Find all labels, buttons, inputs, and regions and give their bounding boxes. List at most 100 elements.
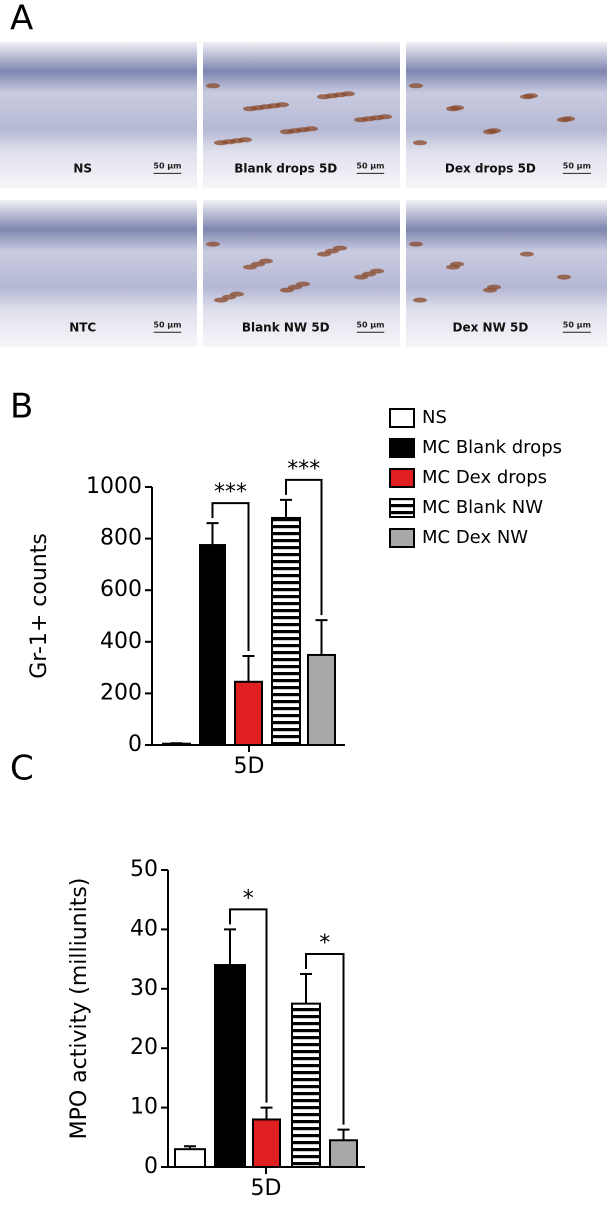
scale-label: 50 µm [356, 320, 384, 329]
stain [238, 137, 252, 143]
micrographs: NS 50 µm Blank drops 5D 50 µm Dex drops 5D 50… [0, 42, 607, 347]
error-bar [280, 498, 292, 518]
scale-label: 50 µm [563, 320, 591, 329]
error-bar [184, 1145, 196, 1150]
y-tick-label: 40 [130, 916, 158, 941]
micrograph-label: Dex NW 5D [453, 320, 529, 334]
stain [370, 268, 384, 274]
stain [450, 105, 464, 111]
panel-label: A [10, 0, 33, 39]
bar [252, 1118, 281, 1168]
legend-swatch [389, 528, 415, 548]
legend-label: NS [422, 407, 447, 428]
stain [341, 91, 355, 97]
error-bar [337, 1128, 350, 1141]
micrograph-label: Dex drops 5D [445, 162, 536, 176]
significance-label: *** [214, 480, 247, 505]
micrograph-image [0, 200, 197, 347]
significance-label: *** [287, 457, 320, 482]
y-tick-label: 800 [100, 526, 142, 551]
y-tick-label: 30 [130, 976, 158, 1001]
stain [333, 245, 347, 251]
x-tick-label: 5D [234, 754, 265, 779]
micrograph-label: NTC [69, 320, 96, 334]
micrograph-image [0, 42, 197, 188]
x-tick-label: 5D [251, 1176, 282, 1201]
stain [206, 241, 220, 247]
stain [557, 274, 571, 280]
stain [275, 102, 289, 108]
stain [413, 297, 427, 303]
stain [206, 83, 220, 89]
micrograph: NTC 50 µm [0, 200, 197, 347]
micrograph-label: NS [73, 162, 92, 176]
micrograph-image [406, 200, 607, 347]
micrograph: Dex NW 5D 50 µm [406, 200, 607, 347]
stain [520, 251, 534, 257]
significance-bracket [305, 952, 345, 1125]
micrograph: NS 50 µm [0, 42, 197, 188]
scale-label: 50 µm [153, 162, 181, 171]
legend-label: MC Dex drops [422, 467, 547, 488]
stain [524, 93, 538, 99]
stain [409, 83, 423, 89]
significance-bracket [229, 908, 268, 1103]
y-axis-label: MPO activity (milliunits) [67, 878, 92, 1140]
stain [378, 114, 392, 120]
y-axis-label: Gr-1+ counts [27, 533, 52, 679]
significance-label: * [243, 886, 254, 911]
y-tick-label: 600 [100, 577, 142, 602]
panel-label: B [10, 387, 33, 427]
bar [174, 1148, 206, 1169]
y-tick-label: 200 [100, 680, 142, 705]
stain [413, 140, 427, 146]
scale-label: 50 µm [356, 162, 384, 171]
stain [487, 284, 501, 290]
panel-label: C [10, 749, 34, 789]
error-bar [300, 972, 312, 1004]
legend-swatch [389, 438, 415, 458]
stain [304, 126, 318, 132]
significance-bracket [285, 478, 323, 616]
micrograph-image [406, 42, 607, 188]
stain [296, 281, 310, 287]
y-tick-label: 50 [130, 857, 158, 882]
stain [230, 291, 244, 297]
bar [234, 680, 263, 746]
bar [329, 1139, 358, 1169]
error-bar [242, 654, 255, 682]
scale-label: 50 µm [563, 162, 591, 171]
micrograph: Dex drops 5D 50 µm [406, 42, 607, 188]
legend-swatch [389, 408, 415, 428]
micrograph-label: Blank NW 5D [242, 320, 330, 334]
y-tick-label: 0 [144, 1154, 158, 1179]
legend-label: MC Dex NW [422, 527, 528, 548]
bar [214, 964, 246, 1168]
error-bar [260, 1106, 273, 1120]
error-bar [170, 742, 183, 745]
stain [450, 261, 464, 267]
legend-swatch [389, 498, 415, 518]
bar [271, 516, 301, 747]
significance-label: * [319, 931, 330, 956]
significance-bracket [211, 502, 250, 651]
bar [199, 544, 226, 746]
error-bar [206, 522, 219, 546]
bar-chart: 0 200 400 600 800 1000 5D Gr-1+ counts *** *** NS M… [27, 407, 562, 779]
stain [409, 241, 423, 247]
stain [487, 128, 501, 134]
scale-label: 50 µm [153, 320, 181, 329]
bar-chart: 0 10 20 30 40 50 5D MPO activity (milliunits) * * [67, 857, 365, 1201]
legend-label: MC Blank drops [422, 437, 562, 458]
bar [307, 653, 336, 747]
y-tick-label: 400 [100, 629, 142, 654]
micrograph: Blank NW 5D 50 µm [203, 200, 400, 347]
y-tick-label: 1000 [86, 474, 142, 499]
legend-label: MC Blank NW [422, 497, 543, 518]
y-tick-label: 20 [130, 1035, 158, 1060]
y-tick-label: 0 [128, 732, 142, 757]
legend-swatch [389, 468, 415, 488]
stain [561, 116, 575, 122]
